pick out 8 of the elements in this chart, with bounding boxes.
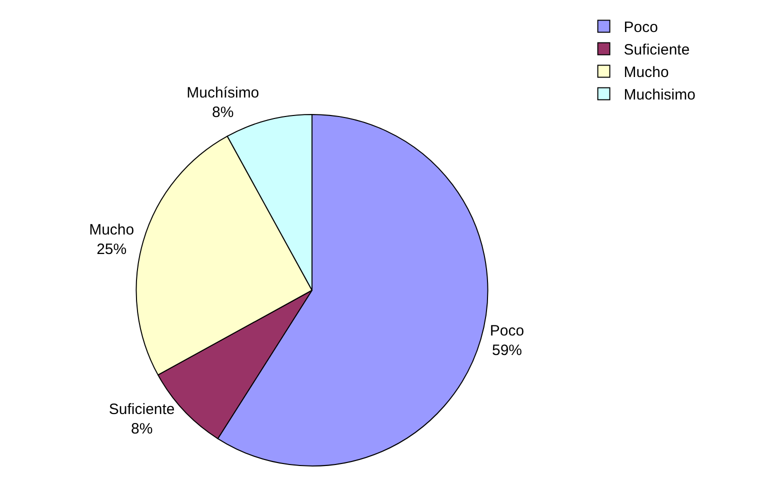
data-label: Suficiente 8% [108, 400, 175, 438]
legend-label: Poco [624, 19, 658, 36]
legend-label: Suficiente [624, 42, 690, 59]
data-label: Mucho 25% [89, 222, 134, 258]
data-label: Poco 59% [490, 322, 524, 359]
legend-label: Mucho [624, 64, 669, 82]
data-label: Muchísimo 8% [186, 84, 260, 122]
legend-label: Muchisimo [624, 86, 696, 104]
